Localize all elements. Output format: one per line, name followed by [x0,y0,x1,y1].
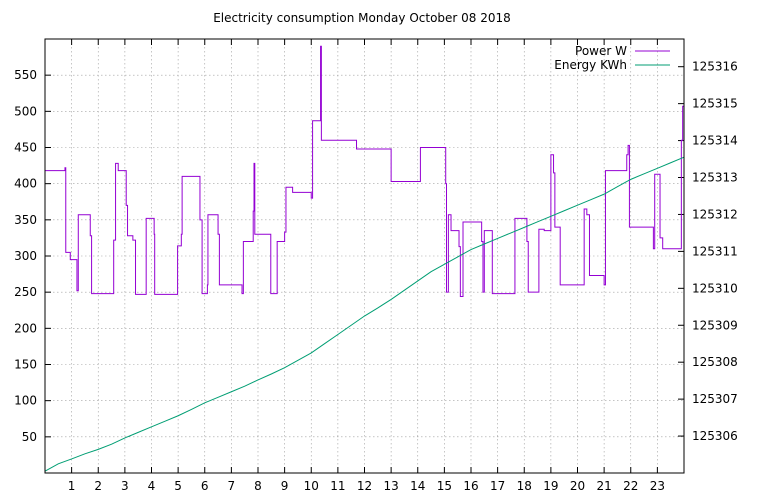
x-tick-label: 7 [228,479,236,493]
y2-tick-label: 125316 [692,60,738,74]
y2-axis-ticks: 125306 125307 125308 125309 125310 125311 1253… [678,60,738,443]
x-tick-label: 15 [437,479,452,493]
x-tick-label: 19 [543,479,558,493]
y-axis-ticks: 50 100 150 200 250 300 350 400 450 500 550 [14,68,51,444]
y2-tick-label: 125307 [692,392,738,406]
y2-tick-label: 125309 [692,318,738,332]
legend-label-energy: Energy KWh [554,58,627,72]
x-tick-label: 12 [357,479,372,493]
y2-tick-label: 125308 [692,355,738,369]
y-tick-label: 250 [14,285,37,299]
x-tick-label: 23 [650,479,665,493]
y2-tick-label: 125314 [692,134,738,148]
y-tick-label: 400 [14,177,37,191]
x-tick-label: 4 [148,479,156,493]
x-tick-label: 1 [68,479,76,493]
series-line-0 [45,45,684,298]
y2-tick-label: 125310 [692,281,738,295]
y2-tick-label: 125306 [692,429,738,443]
x-tick-label: 8 [254,479,262,493]
x-tick-label: 13 [383,479,398,493]
legend-label-power: Power W [575,44,627,58]
x-axis-ticks: 1 2 3 4 5 6 7 8 9 10 11 12 13 14 15 16 17 18 19 20 21 22 23 [68,39,665,493]
x-tick-label: 3 [121,479,129,493]
y-tick-label: 450 [14,141,37,155]
chart-title: Electricity consumption Monday October 0… [213,11,511,25]
x-tick-label: 20 [570,479,585,493]
x-tick-label: 16 [463,479,478,493]
x-tick-label: 10 [304,479,319,493]
y-tick-label: 500 [14,104,37,118]
grid-lines [45,39,684,473]
plot-frame [44,38,685,474]
x-tick-label: 11 [330,479,345,493]
y-tick-label: 50 [22,430,37,444]
legend: Power W Energy KWh [554,44,670,72]
x-tick-label: 18 [517,479,532,493]
data-series [44,45,685,472]
y-tick-label: 200 [14,321,37,335]
x-tick-label: 22 [623,479,638,493]
series-line-1 [44,156,685,472]
y2-tick-label: 125313 [692,171,738,185]
x-tick-label: 17 [490,479,505,493]
y2-tick-label: 125311 [692,244,738,258]
y2-tick-label: 125312 [692,207,738,221]
x-tick-label: 9 [281,479,289,493]
x-tick-label: 14 [410,479,425,493]
y-tick-label: 350 [14,213,37,227]
y-tick-label: 150 [14,358,37,372]
x-tick-label: 2 [94,479,102,493]
x-tick-label: 5 [174,479,182,493]
y-tick-label: 100 [14,394,37,408]
y2-tick-label: 125315 [692,97,738,111]
x-tick-label: 21 [596,479,611,493]
y-tick-label: 550 [14,68,37,82]
y-tick-label: 300 [14,249,37,263]
x-tick-label: 6 [201,479,209,493]
